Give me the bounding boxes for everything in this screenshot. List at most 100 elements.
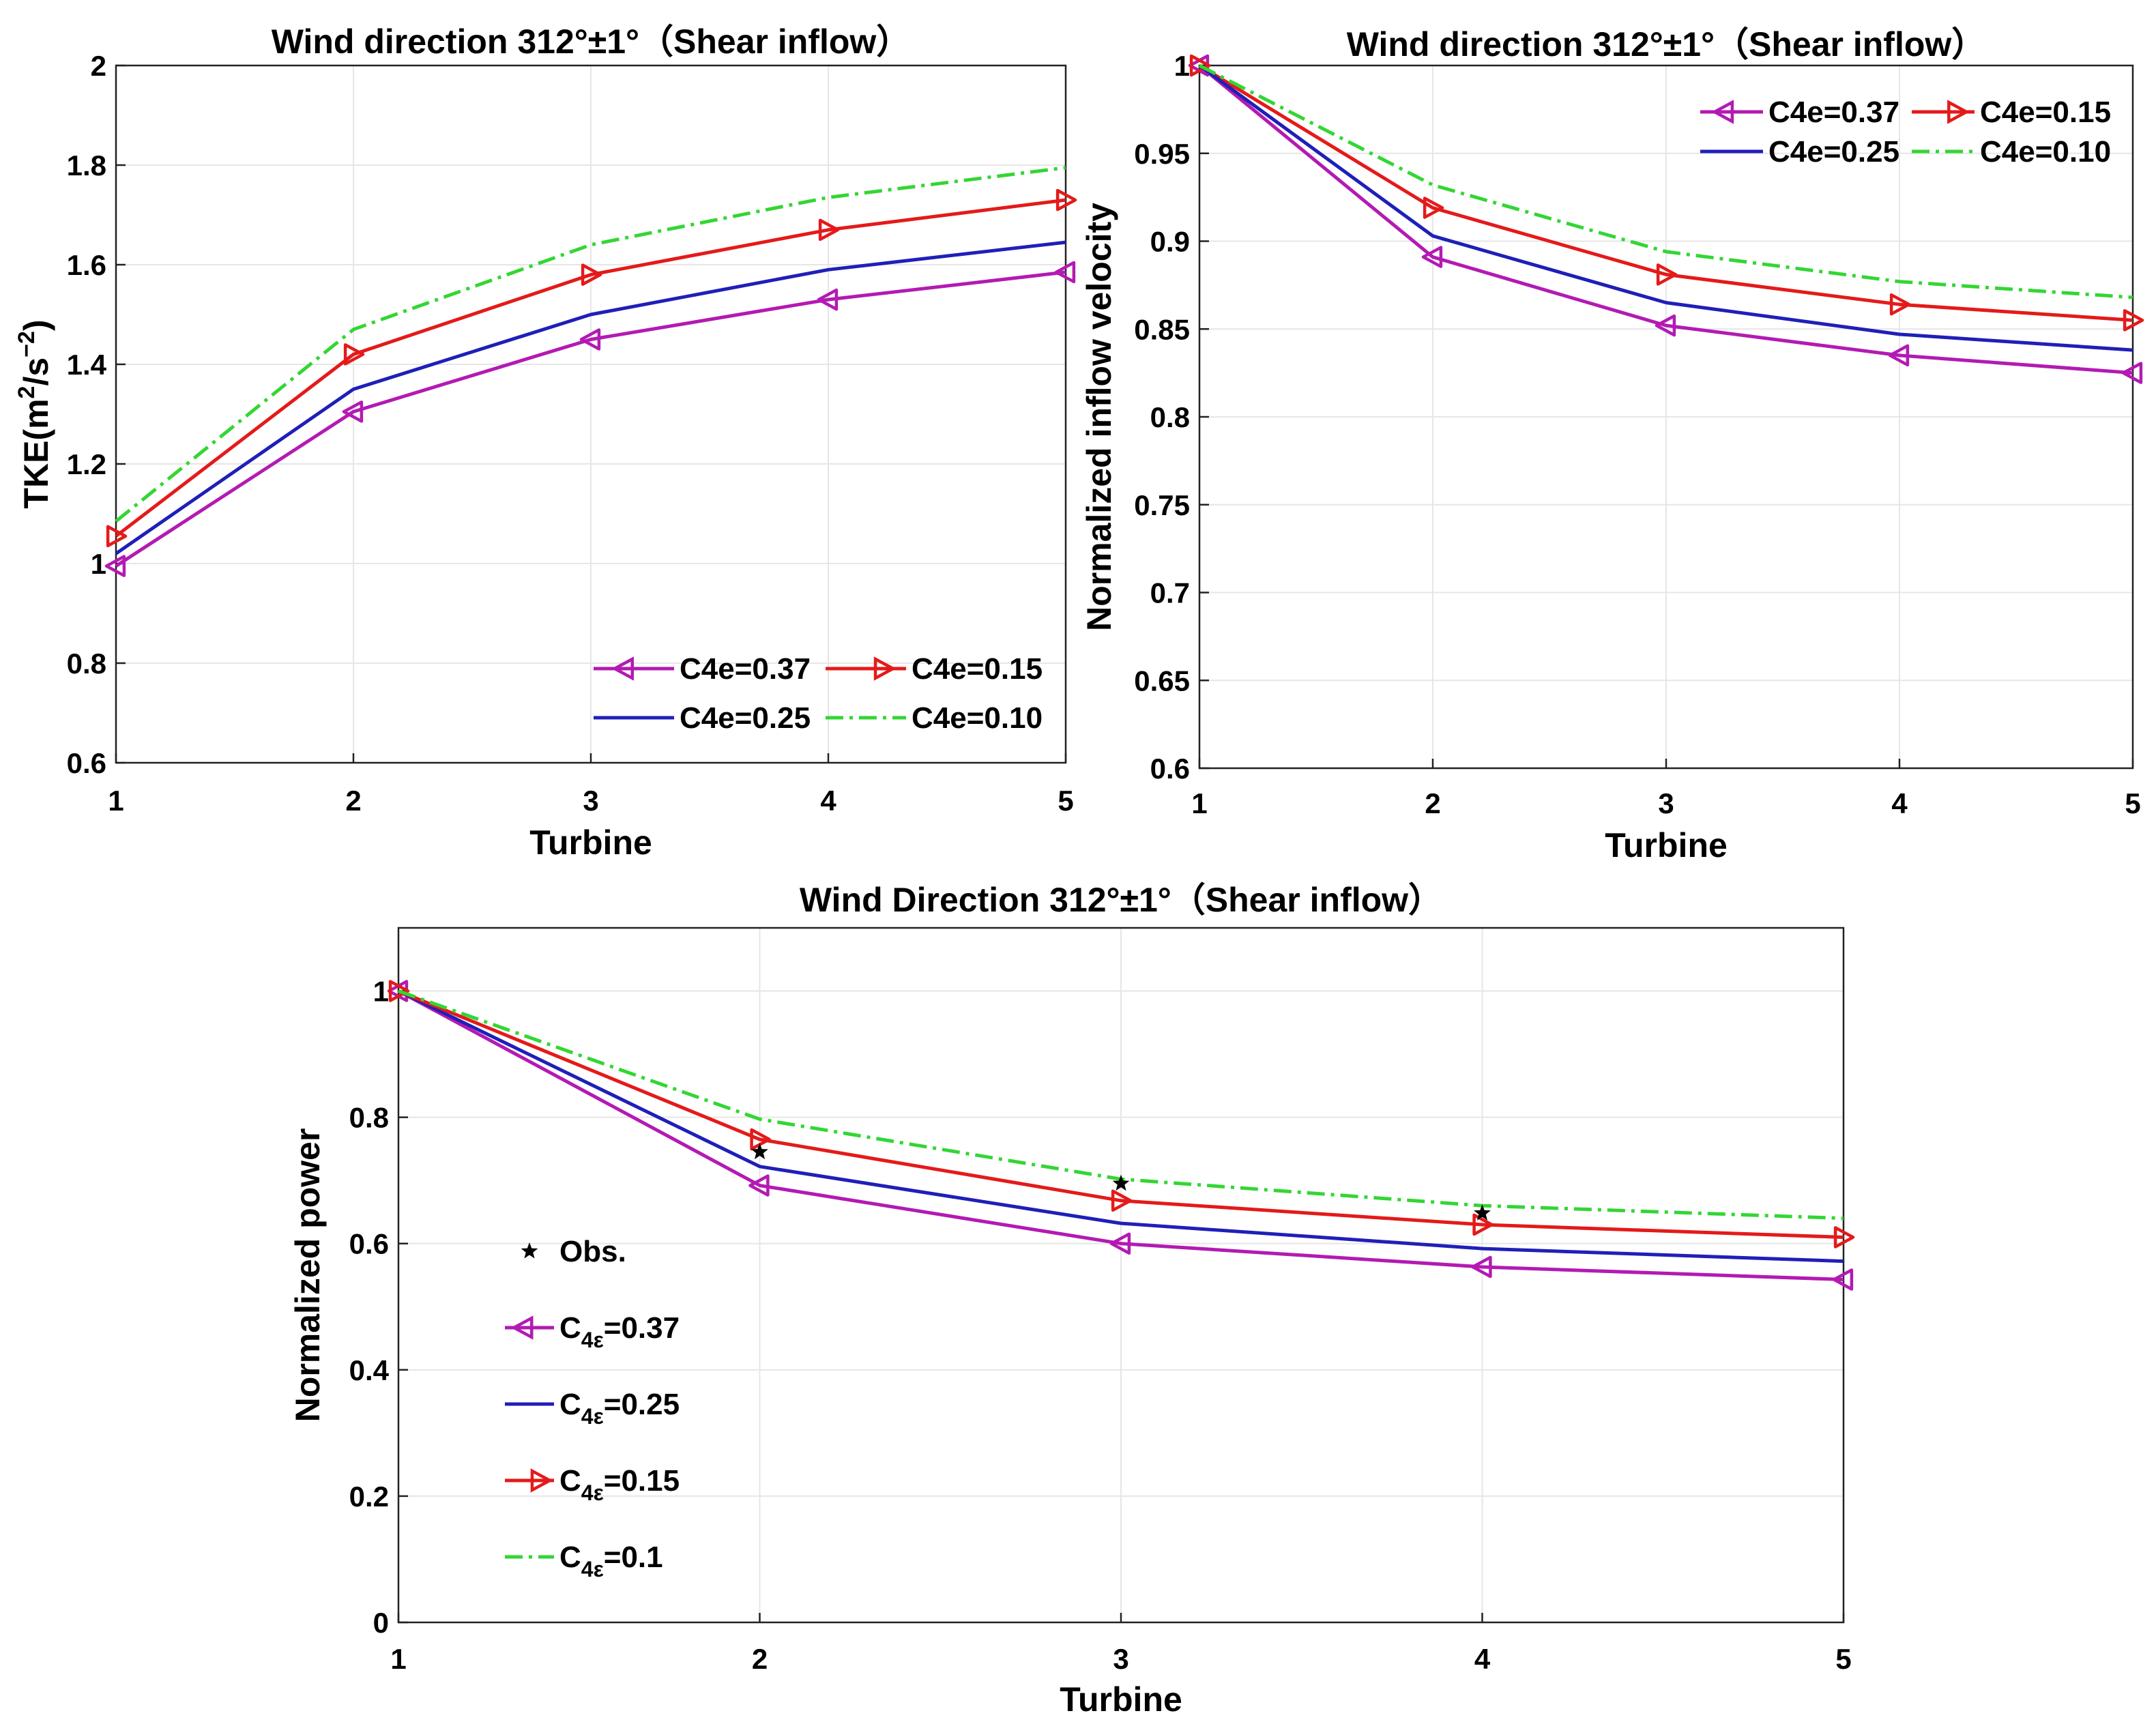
series-line-c010 — [115, 166, 1066, 523]
series-line-c037 — [397, 989, 1844, 1281]
y-tick-label: 0.7 — [1150, 577, 1190, 609]
series-marker-c015 — [1423, 196, 1444, 219]
series-marker-c015 — [106, 525, 128, 548]
legend-label: C4e=0.15 — [912, 652, 1043, 686]
series-line-c025 — [1198, 63, 2133, 352]
chart-title: Wind Direction 312°±1°（Shear inflow） — [800, 881, 1442, 919]
legend-label-part: =0.15 — [604, 1464, 680, 1498]
legend-label-part: C — [559, 1464, 581, 1498]
x-axis-label: Turbine — [1605, 826, 1728, 864]
x-tick-label: 5 — [1058, 785, 1073, 817]
x-tick-label: 2 — [752, 1643, 768, 1675]
y-axis-label: TKE(m2/s−2) — [14, 319, 55, 508]
x-tick-label: 4 — [1891, 787, 1908, 819]
chart-title: Wind direction 312°±1°（Shear inflow） — [1347, 25, 1986, 63]
series-marker-c015 — [388, 980, 410, 1002]
y-tick-label: 2 — [91, 50, 106, 82]
series-marker-c015 — [1111, 1189, 1133, 1212]
series-marker-c037 — [579, 328, 601, 351]
legend-label-sub: 4ε — [581, 1328, 604, 1352]
chart-title: Wind direction 312°±1°（Shear inflow） — [272, 23, 911, 61]
x-axis-label: Turbine — [1060, 1680, 1182, 1719]
x-tick-label: 2 — [1425, 787, 1440, 819]
chart-2: 1 2 3 4 5 0.6 0.65 0.7 0.75 0.8 0.85 0.9 0.95 1 Wind d… — [1080, 25, 2144, 864]
y-tick-label: 0.9 — [1150, 226, 1190, 258]
y-label-part: TKE(m — [17, 398, 55, 508]
series-marker-c015 — [2123, 309, 2144, 332]
legend-label-sub: 4ε — [581, 1404, 604, 1429]
y-tick-label: 0.65 — [1134, 665, 1190, 697]
series-marker-c037 — [1888, 344, 1910, 367]
legend-marker — [521, 1242, 538, 1259]
y-tick-label: 0.8 — [67, 647, 106, 680]
y-tick-label: 0.8 — [1150, 401, 1190, 433]
series-line-c015 — [1198, 63, 2133, 322]
legend-label: C4e=0.10 — [1980, 135, 2111, 169]
y-tick-label: 0.8 — [349, 1102, 389, 1134]
legend-label: C4e=0.37 — [1768, 96, 1899, 129]
legend-label: C4ε=0.25 — [559, 1388, 680, 1429]
x-tick-label: 4 — [820, 785, 836, 817]
y-tick-label: 1.4 — [67, 349, 107, 381]
x-tick-label: 5 — [2125, 787, 2140, 819]
y-label-sup: −2 — [14, 331, 40, 357]
y-tick-label: 1.2 — [67, 448, 106, 480]
series-marker-c037 — [1421, 246, 1443, 268]
series-marker-c015 — [1055, 188, 1077, 211]
y-tick-label: 0.2 — [349, 1480, 389, 1513]
series-marker-c015 — [818, 218, 840, 242]
series-line-c025 — [397, 989, 1844, 1264]
legend-marker — [510, 1315, 534, 1340]
x-tick-label: 3 — [583, 785, 598, 817]
y-tick-label: 0.6 — [1150, 753, 1190, 785]
series-line-c010 — [1198, 63, 2133, 300]
legend-label: C4e=0.25 — [680, 701, 811, 735]
y-tick-label: 1 — [373, 976, 389, 1008]
x-axis-label: Turbine — [529, 823, 652, 862]
legend-marker — [1711, 100, 1734, 124]
x-tick-label: 1 — [1191, 787, 1207, 819]
series-marker-c015 — [750, 1128, 771, 1151]
series-line-c015 — [398, 989, 1844, 1239]
obs-point — [751, 1143, 768, 1160]
x-tick-label: 2 — [345, 785, 361, 817]
legend-label: C4e=0.37 — [680, 652, 811, 686]
series-marker-c015 — [1889, 293, 1911, 316]
legend-label-part: C — [559, 1311, 581, 1345]
legend-label-sub: 4ε — [581, 1557, 604, 1581]
legend-label: C4e=0.25 — [1768, 135, 1899, 169]
series-marker-c037 — [1832, 1268, 1854, 1291]
series-marker-c015 — [1472, 1213, 1494, 1236]
y-tick-label: 0.75 — [1134, 489, 1190, 521]
y-tick-label: 0.4 — [349, 1354, 390, 1386]
series-marker-c037 — [2121, 362, 2143, 384]
legend-marker — [611, 656, 634, 681]
series-marker-c037 — [817, 288, 839, 311]
series-marker-c015 — [343, 343, 365, 366]
y-label-part: ) — [17, 319, 55, 331]
legend-label: C4e=0.10 — [912, 701, 1043, 735]
y-tick-label: 0.95 — [1134, 138, 1190, 170]
legend-marker — [873, 656, 897, 681]
y-tick-label: 0.6 — [67, 747, 106, 779]
y-axis-label: Normalized power — [289, 1128, 327, 1422]
y-tick-label: 1 — [91, 548, 106, 580]
y-tick-label: 0.6 — [349, 1228, 389, 1260]
legend-label: C4ε=0.15 — [559, 1464, 680, 1505]
series-marker-c037 — [342, 400, 364, 423]
legend-label: Obs. — [559, 1235, 626, 1268]
series-marker-c015 — [1656, 263, 1678, 286]
x-tick-label: 3 — [1658, 787, 1674, 819]
y-tick-label: 0.85 — [1134, 313, 1190, 345]
chart-1: 1 2 3 4 5 0.6 0.8 1 1.2 1.4 1.6 1.8 2 Wind direction … — [14, 23, 1077, 862]
x-tick-label: 4 — [1474, 1643, 1491, 1675]
legend-label-sub: 4ε — [581, 1480, 604, 1505]
legend-label-part: =0.37 — [604, 1311, 680, 1345]
legend-marker — [1947, 100, 1970, 124]
legend-label-part: C — [559, 1541, 581, 1574]
series-line-c015 — [115, 198, 1066, 538]
legend-label-part: =0.1 — [604, 1541, 663, 1574]
legend-label: C4ε=0.1 — [559, 1541, 663, 1581]
obs-point — [1112, 1174, 1130, 1191]
